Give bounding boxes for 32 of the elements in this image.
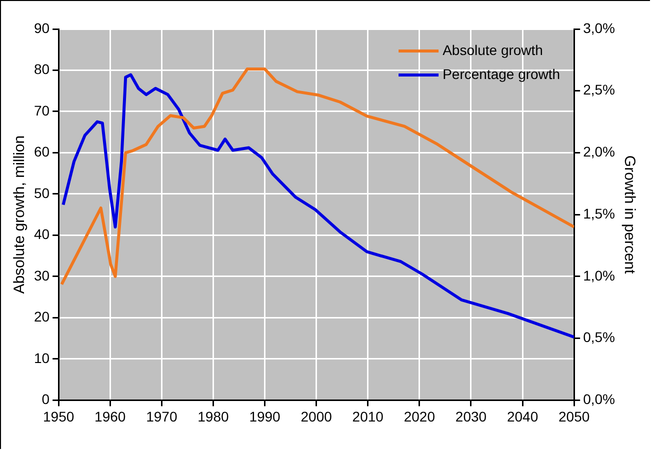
x-tick-label: 2010 bbox=[352, 408, 384, 424]
y-tick-label: 40 bbox=[34, 226, 50, 242]
x-tick-label: 1980 bbox=[198, 408, 230, 424]
y2-tick-label: 2,0% bbox=[583, 144, 616, 160]
y-tick-label: 10 bbox=[34, 350, 50, 366]
x-tick-label: 2050 bbox=[558, 408, 590, 424]
y2-tick-label: 0,5% bbox=[583, 329, 616, 346]
y-tick-label: 20 bbox=[34, 308, 50, 325]
legend-label: Percentage growth bbox=[442, 66, 560, 82]
x-tick-label: 1960 bbox=[94, 408, 126, 424]
y2-axis-title: Growth in percent bbox=[620, 155, 638, 275]
y-tick-label: 90 bbox=[34, 20, 50, 36]
y-tick-label: 50 bbox=[34, 184, 50, 201]
y2-tick-label: 2,5% bbox=[583, 82, 616, 98]
y-tick-label: 70 bbox=[34, 102, 50, 118]
y-tick-label: 60 bbox=[34, 144, 50, 160]
y2-tick-label: 1,0% bbox=[583, 267, 616, 284]
x-tick-label: 2000 bbox=[300, 408, 332, 424]
x-tick-label: 1950 bbox=[42, 408, 74, 424]
x-tick-label: 2040 bbox=[506, 408, 538, 424]
x-tick-label: 2030 bbox=[455, 408, 487, 424]
y-tick-label: 0 bbox=[42, 391, 50, 408]
y-axis-title: Absolute growth, million bbox=[11, 135, 28, 294]
y-tick-label: 80 bbox=[34, 61, 50, 78]
y2-tick-label: 1,5% bbox=[583, 205, 616, 222]
x-tick-label: 1990 bbox=[249, 408, 281, 424]
y2-tick-label: 3,0% bbox=[583, 20, 616, 36]
y-tick-label: 30 bbox=[34, 267, 50, 284]
y2-tick-label: 0,0% bbox=[583, 391, 616, 408]
legend-label: Absolute growth bbox=[442, 42, 543, 58]
x-tick-label: 1970 bbox=[146, 408, 178, 424]
x-tick-label: 2020 bbox=[404, 408, 436, 424]
